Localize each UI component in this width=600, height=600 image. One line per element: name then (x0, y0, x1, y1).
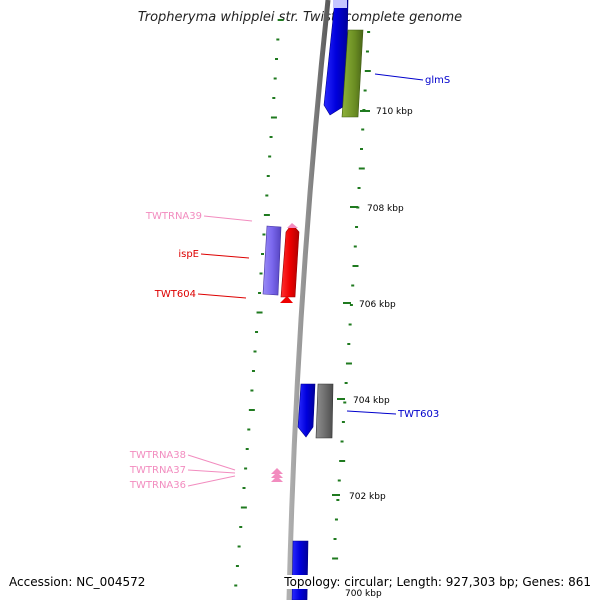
feature-labels: glmS TWTRNA39 ispE TWT604 TWT603 TWTRNA3… (129, 75, 450, 491)
feature-blue-bottom[interactable] (291, 540, 309, 600)
label-twtrna39: TWTRNA39 (145, 211, 202, 222)
label-glms: glmS (425, 75, 450, 86)
feature-twt603[interactable] (315, 383, 334, 439)
scale-708: 708 kbp (350, 204, 404, 214)
scale-702: 702 kbp (332, 492, 386, 502)
map-title: Tropheryma whipplei str. Twist, complete… (137, 10, 463, 25)
scale-label-710: 710 kbp (376, 107, 413, 117)
feature-twt604[interactable] (280, 296, 293, 303)
scale-710: 710 kbp (360, 107, 413, 117)
accession-text: Accession: NC_004572 (9, 575, 146, 589)
label-twtrna37: TWTRNA37 (129, 465, 186, 476)
scale-label-706: 706 kbp (359, 300, 396, 310)
topology-text: Topology: circular; Length: 927,303 bp; … (282, 575, 591, 589)
label-twtrna36: TWTRNA36 (129, 480, 186, 491)
feature-rna-cluster[interactable] (271, 468, 283, 482)
scale-706: 706 kbp (343, 300, 396, 310)
scale-label-704: 704 kbp (353, 396, 390, 406)
genome-backbone (286, 0, 331, 600)
label-leaders (187, 73, 424, 487)
feature-glms[interactable] (341, 29, 364, 118)
label-ispe: ispE (178, 249, 199, 260)
feature-blue-top[interactable] (323, 0, 349, 116)
scale-label-700: 700 kbp (345, 589, 382, 599)
label-twtrna38: TWTRNA38 (129, 450, 186, 461)
scale-700: 700 kbp (345, 589, 382, 599)
feature-blue-middle[interactable] (297, 383, 316, 438)
label-twt603: TWT603 (397, 409, 439, 420)
feature-purple-cds[interactable] (262, 225, 282, 296)
scale-label-708: 708 kbp (367, 204, 404, 214)
label-twt604: TWT604 (154, 289, 196, 300)
scale-label-702: 702 kbp (349, 492, 386, 502)
feature-blue-top-stub (333, 0, 347, 8)
scale-704: 704 kbp (337, 396, 390, 406)
feature-ispe[interactable] (280, 223, 300, 298)
